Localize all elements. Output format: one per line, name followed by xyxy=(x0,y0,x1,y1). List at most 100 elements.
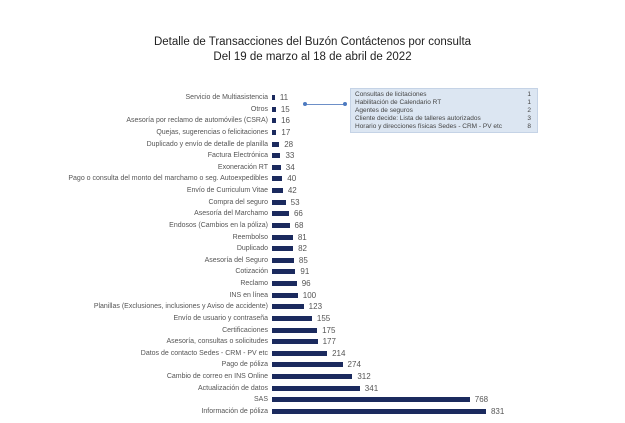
bar xyxy=(272,106,276,112)
value-label: 81 xyxy=(297,232,307,242)
category-label: INS en línea xyxy=(229,291,268,299)
bar-row: Endosos (Cambios en la póliza) 68 xyxy=(0,220,625,231)
bar-row: Asesoría por reclamo de automóviles (CSR… xyxy=(0,115,625,126)
bar xyxy=(272,409,486,414)
breakdown-label: Agentes de seguros xyxy=(355,107,413,114)
category-label: Certificaciones xyxy=(222,326,268,334)
value-label: 768 xyxy=(474,395,489,405)
bar xyxy=(272,95,275,100)
breakdown-label: Cliente decide: Lista de talleres autori… xyxy=(355,115,481,122)
value-label: 175 xyxy=(322,325,336,335)
bar xyxy=(272,374,353,380)
bar xyxy=(272,211,289,217)
value-label: 82 xyxy=(298,244,308,254)
category-label: Envío de Curriculum Vitae xyxy=(186,187,268,195)
connector-dot-start xyxy=(303,102,307,106)
breakdown-row: Cliente decide: Lista de talleres autori… xyxy=(355,115,531,123)
bar-row: Servicio de Multiasistencia 11 xyxy=(0,92,625,103)
bar-row: Envío de Curriculum Vitae 42 xyxy=(0,185,625,196)
value-label: 831 xyxy=(490,407,505,416)
value-label: 15 xyxy=(280,104,290,114)
bar xyxy=(272,222,290,228)
value-label: 16 xyxy=(281,116,291,126)
bar xyxy=(272,292,298,298)
bar-row: SAS 768 xyxy=(0,394,625,405)
category-label: Duplicado y envío de detalle de planilla xyxy=(146,140,268,148)
category-label: Exoneración RT xyxy=(217,163,268,171)
bar xyxy=(272,350,328,356)
value-label: 68 xyxy=(294,220,304,230)
category-label: Reembolso xyxy=(232,233,268,241)
breakdown-value: 1 xyxy=(527,91,531,98)
bar xyxy=(272,164,281,170)
bar xyxy=(272,129,277,135)
bar-row: Envío de usuario y contraseña 155 xyxy=(0,313,625,324)
category-label: Factura Electrónica xyxy=(207,152,268,160)
value-label: 341 xyxy=(364,383,379,393)
value-label: 11 xyxy=(279,93,289,102)
bar-row: Asesoría del Marchamo 66 xyxy=(0,208,625,219)
category-label: Cotización xyxy=(235,268,268,276)
bar xyxy=(272,234,293,240)
category-label: Reclamo xyxy=(240,280,268,288)
value-label: 85 xyxy=(298,255,308,265)
breakdown-row: Habilitación de Calendario RT 1 xyxy=(355,99,531,107)
value-label: 42 xyxy=(287,186,297,196)
category-label: Pago o consulta del monto del marchamo o… xyxy=(68,175,268,183)
bar-row: Quejas, sugerencias o felicitaciones 17 xyxy=(0,127,625,138)
callout-connector xyxy=(305,104,345,105)
value-label: 274 xyxy=(347,360,361,370)
value-label: 123 xyxy=(308,302,323,312)
value-label: 28 xyxy=(284,139,294,149)
category-label: Asesoría del Marchamo xyxy=(194,210,268,218)
value-label: 33 xyxy=(285,151,295,161)
category-label: SAS xyxy=(253,396,268,404)
breakdown-value: 2 xyxy=(527,107,531,114)
bar-row: Actualización de datos 341 xyxy=(0,383,625,394)
category-label: Asesoría por reclamo de automóviles (CSR… xyxy=(126,117,268,125)
chart-subtitle: Del 19 de marzo al 18 de abril de 2022 xyxy=(213,51,412,63)
category-label: Información de póliza xyxy=(201,408,268,415)
breakdown-value: 1 xyxy=(527,99,531,106)
breakdown-label: Horario y direcciones físicas Sedes - CR… xyxy=(355,123,503,130)
bar-row: Factura Electrónica 33 xyxy=(0,150,625,161)
category-label: Planillas (Exclusiones, inclusiones y Av… xyxy=(93,303,268,311)
value-label: 53 xyxy=(290,197,300,207)
breakdown-value: 3 xyxy=(527,115,531,122)
bar xyxy=(272,397,470,403)
bar-row: Duplicado y envío de detalle de planilla… xyxy=(0,139,625,150)
bar-row: Otros 15 xyxy=(0,104,625,115)
bar xyxy=(272,246,294,252)
category-label: Compra del seguro xyxy=(208,198,268,206)
category-label: Actualización de datos xyxy=(197,384,268,392)
bar xyxy=(272,315,312,321)
bar-row: Pago de póliza 274 xyxy=(0,359,625,370)
value-label: 177 xyxy=(322,337,336,347)
bar-row: Reclamo 96 xyxy=(0,278,625,289)
category-label: Otros xyxy=(250,105,268,113)
category-label: Cambio de correo en INS Online xyxy=(166,373,268,381)
category-label: Pago de póliza xyxy=(221,361,268,369)
bar-row: INS en línea 100 xyxy=(0,290,625,301)
value-label: 17 xyxy=(281,127,291,137)
bar xyxy=(272,339,318,345)
value-label: 40 xyxy=(287,174,297,184)
bar-row: Planillas (Exclusiones, inclusiones y Av… xyxy=(0,301,625,312)
otros-breakdown-box: Consultas de licitaciones 1 Habilitación d… xyxy=(350,88,538,133)
value-label: 96 xyxy=(301,279,311,289)
value-label: 91 xyxy=(300,267,310,277)
category-label: Servicio de Multiasistencia xyxy=(185,94,268,101)
bar xyxy=(272,199,286,205)
bar-row: Asesoría del Seguro 85 xyxy=(0,255,625,266)
category-label: Endosos (Cambios en la póliza) xyxy=(169,221,268,229)
category-label: Envío de usuario y contraseña xyxy=(173,314,268,322)
breakdown-row: Consultas de licitaciones 1 xyxy=(355,91,531,99)
value-label: 66 xyxy=(293,209,303,219)
category-label: Asesoría del Seguro xyxy=(204,256,268,264)
bar-row: Asesoría, consultas o solicitudes 177 xyxy=(0,336,625,347)
value-label: 312 xyxy=(357,372,371,382)
bar-row: Duplicado 82 xyxy=(0,243,625,254)
bar xyxy=(272,327,318,333)
bar-row: Cotización 91 xyxy=(0,266,625,277)
category-label: Datos de contacto Sedes - CRM - PV etc xyxy=(140,349,268,357)
